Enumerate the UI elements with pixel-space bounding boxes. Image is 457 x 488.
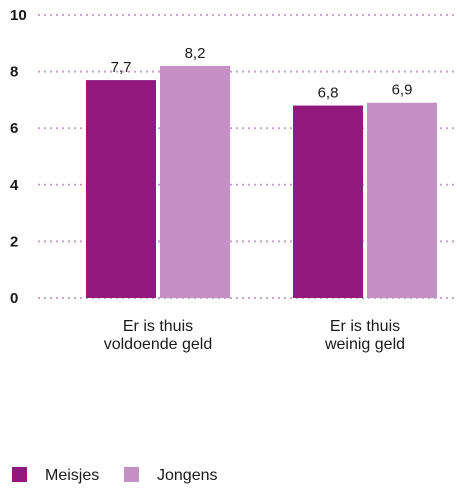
category-label-0-line-1: voldoende geld [104,336,213,353]
legend-swatch-jongens [124,467,139,482]
category-label-0-line-0: Er is thuis [123,318,193,335]
bar-jongens-0 [160,65,230,298]
legend-label-meisjes: Meisjes [45,467,99,484]
bar-meisjes-0 [86,80,156,298]
data-label-meisjes-1: 6,8 [318,85,339,102]
y-tick-label-6: 6 [10,120,18,137]
y-axis-ticks: 0 2 4 6 8 10 [10,7,27,307]
data-label-meisjes-0: 7,7 [111,59,132,76]
y-tick-label-2: 2 [10,233,18,250]
data-label-jongens-1: 6,9 [392,82,413,99]
y-tick-label-4: 4 [10,177,19,194]
y-tick-label-10: 10 [10,7,27,24]
category-label-1-line-0: Er is thuis [330,318,400,335]
data-labels: 7,7 8,2 6,8 6,9 [111,45,413,102]
y-tick-label-0: 0 [10,290,18,307]
bars [86,65,437,298]
y-tick-label-8: 8 [10,64,18,81]
category-label-1-line-1: weinig geld [324,336,405,353]
legend-swatch-meisjes [12,467,27,482]
bar-jongens-1 [367,102,437,298]
legend: Meisjes Jongens [12,467,218,484]
legend-label-jongens: Jongens [157,467,218,484]
data-label-jongens-0: 8,2 [185,45,206,62]
bar-meisjes-1 [293,105,363,298]
